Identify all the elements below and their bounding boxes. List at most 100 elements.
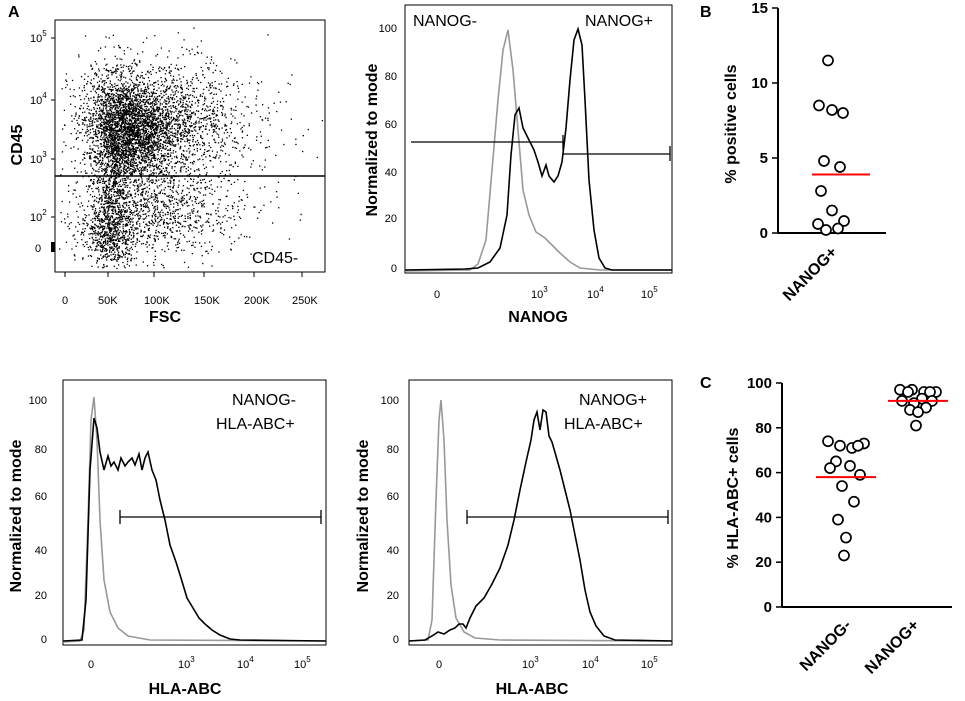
scatter-point: [137, 129, 139, 131]
scatter-point: [166, 127, 168, 130]
scatter-point: [106, 171, 108, 173]
scatter-point: [133, 91, 135, 94]
scatter-point: [122, 98, 124, 100]
scatter-point: [160, 142, 162, 145]
scatter-point: [146, 154, 148, 156]
scatter-point: [134, 62, 136, 64]
scatter-point: [240, 113, 243, 115]
scatter-point: [122, 184, 124, 186]
scatter-point: [125, 122, 127, 124]
scatter-point: [116, 169, 118, 172]
scatter-point: [102, 88, 104, 90]
scatter-point: [126, 156, 128, 158]
scatter-point: [177, 208, 179, 211]
scatter-point: [119, 95, 121, 98]
scatter-point: [149, 145, 151, 147]
scatter-point: [139, 131, 141, 133]
scatter-point: [283, 143, 285, 146]
scatter-point: [153, 165, 155, 168]
scatter-point: [105, 153, 107, 156]
scatter-point: [102, 229, 104, 231]
scatter-point: [119, 172, 122, 174]
scatter-point: [112, 122, 114, 124]
scatter-point: [152, 127, 154, 129]
scatter-point: [111, 112, 113, 114]
scatter-point: [86, 102, 88, 105]
scatter-point: [119, 89, 121, 92]
scatter-point: [128, 154, 131, 156]
scatter-point: [142, 146, 144, 149]
scatter-point: [136, 222, 138, 224]
scatter-point: [102, 80, 104, 82]
scatter-point: [155, 235, 157, 237]
scatter-point: [146, 148, 148, 150]
scatter-point: [155, 97, 157, 99]
scatter-point: [139, 145, 141, 147]
scatter-point: [105, 69, 107, 71]
scatter-point: [119, 211, 121, 213]
scatter-point: [133, 116, 135, 119]
scatter-point: [125, 142, 127, 144]
cd45-plot-frame: [54, 19, 326, 273]
scatter-point: [116, 70, 118, 73]
scatter-point: [176, 96, 178, 98]
scatter-point: [65, 144, 67, 147]
scatter-point: [170, 144, 172, 146]
scatter-point: [103, 169, 105, 172]
scatter-point: [113, 181, 115, 183]
scatter-point: [127, 133, 129, 136]
scatter-point: [99, 166, 101, 168]
scatter-point: [111, 89, 113, 91]
scatter-point: [150, 112, 152, 114]
scatter-point: [108, 202, 110, 204]
scatter-point: [141, 111, 143, 113]
scatter-point: [109, 124, 111, 126]
scatter-point: [100, 116, 103, 118]
scatter-point: [151, 116, 154, 119]
scatter-point: [134, 124, 136, 126]
scatter-point: [125, 211, 127, 213]
scatter-point: [149, 150, 151, 152]
scatter-point: [135, 83, 137, 86]
scatter-point: [79, 108, 81, 110]
scatter-point: [153, 235, 155, 237]
scatter-point: [151, 151, 153, 153]
scatter-point: [178, 119, 180, 121]
scatter-point: [123, 83, 125, 85]
scatter-point: [186, 103, 188, 106]
scatter-point: [172, 75, 175, 78]
scatter-point: [106, 123, 108, 125]
scatter-point: [98, 118, 101, 120]
scatter-point: [115, 168, 117, 170]
scatter-point: [187, 118, 189, 120]
scatter-point: [126, 186, 128, 188]
scatter-point: [110, 117, 112, 119]
scatter-point: [234, 147, 236, 149]
scatter-point: [118, 138, 120, 140]
scatter-point: [160, 150, 163, 152]
scatter-point: [113, 128, 116, 130]
scatter-point: [110, 108, 112, 110]
scatter-point: [152, 143, 155, 145]
scatter-point: [129, 65, 131, 67]
scatter-point: [100, 47, 102, 49]
scatter-point: [165, 126, 167, 129]
scatter-point: [138, 95, 141, 97]
scatter-point: [155, 72, 157, 74]
scatter-point: [164, 132, 166, 135]
scatter-point: [193, 236, 195, 238]
scatter-point: [150, 128, 152, 130]
scatter-point: [104, 101, 106, 103]
scatter-point: [146, 117, 149, 119]
scatter-point: [66, 84, 68, 86]
scatter-point: [178, 111, 180, 113]
scatter-point: [123, 213, 125, 216]
scatter-point: [144, 140, 147, 143]
scatter-point: [153, 135, 156, 138]
scatter-point: [102, 168, 104, 171]
scatter-point: [96, 176, 98, 178]
scatter-point: [173, 117, 175, 119]
scatter-point: [188, 191, 190, 194]
scatter-point: [63, 109, 66, 111]
scatter-point: [152, 129, 154, 131]
